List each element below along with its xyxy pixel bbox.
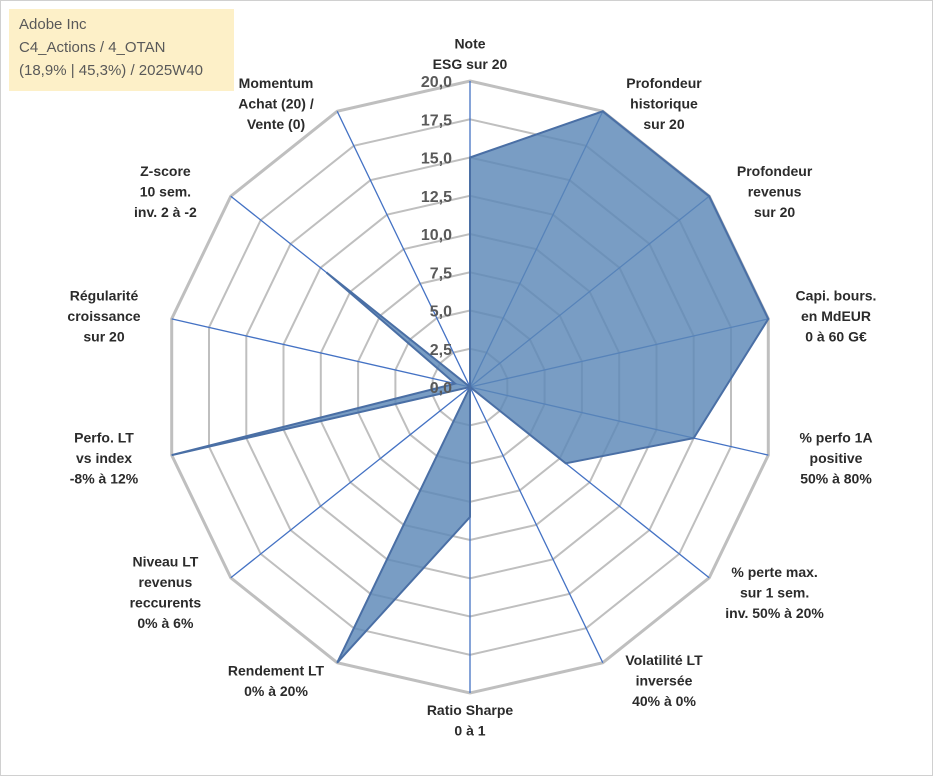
tick-label: 20,0	[421, 74, 452, 91]
axis-label: Volatilité LT inversée 40% à 0%	[625, 652, 703, 709]
axis-label: Note ESG sur 20	[433, 36, 508, 73]
axis-label: Niveau LT revenus reccurents 0% à 6%	[130, 554, 202, 632]
axis-label-line: % perfo 1A	[799, 429, 872, 445]
axis-label-line: Achat (20) /	[238, 96, 314, 112]
axis-label-line: revenus	[139, 574, 193, 590]
axis-label-line: sur 20	[643, 116, 684, 132]
title-box: Adobe Inc C4_Actions / 4_OTAN (18,9% | 4…	[9, 9, 234, 91]
axis-label-line: 50% à 80%	[800, 470, 872, 486]
tick-label: 5,0	[430, 304, 452, 321]
axis-label-line: sur 1 sem.	[740, 584, 809, 600]
axis-label-line: sur 20	[83, 329, 124, 345]
tick-label: 10,0	[421, 227, 452, 244]
axis-label: Régularité croissance sur 20	[67, 288, 140, 345]
axis-label-line: inversée	[636, 673, 693, 689]
tick-label: 2,5	[430, 342, 452, 359]
axis-label-line: revenus	[748, 184, 802, 200]
axis-label: % perfo 1A positive 50% à 80%	[799, 429, 872, 486]
tick-label: 17,5	[421, 112, 452, 129]
axis-label-line: Z-score	[140, 163, 191, 179]
tick-label: 12,5	[421, 189, 452, 206]
axis-label-line: Perfo. LT	[74, 429, 134, 445]
axis-label-line: 40% à 0%	[632, 693, 696, 709]
tick-layer: 0,0 2,5 5,0 7,5 10,0 12,5 15,0 17,5 20,0	[421, 74, 452, 397]
axis-label-line: reccurents	[130, 595, 202, 611]
axis-label-line: 0 à 60 G€	[805, 329, 867, 345]
axis-label-line: Capi. bours.	[796, 288, 877, 304]
tick-label: 0,0	[430, 380, 452, 397]
title-line: Adobe Inc	[19, 13, 234, 36]
axis-label: Profondeur revenus sur 20	[737, 163, 813, 220]
axis-label: Profondeur historique sur 20	[626, 75, 702, 132]
axis-label-line: inv. 2 à -2	[134, 204, 197, 220]
axis-label-line: Profondeur	[626, 75, 702, 91]
axis-label-line: Niveau LT	[132, 554, 198, 570]
axis-label: Perfo. LT vs index -8% à 12%	[70, 429, 139, 486]
axis-label-line: Note	[454, 36, 485, 52]
axis-label-line: % perte max.	[731, 564, 817, 580]
axis-label-line: historique	[630, 96, 698, 112]
axis-label-line: -8% à 12%	[70, 470, 139, 486]
axis-label-line: 0% à 20%	[244, 683, 308, 699]
axis-label-line: en MdEUR	[801, 308, 871, 324]
axis-label-line: Ratio Sharpe	[427, 702, 514, 718]
axis-label-line: Rendement LT	[228, 662, 325, 678]
axis-label: Ratio Sharpe 0 à 1	[427, 702, 514, 739]
axis-label: Capi. bours. en MdEUR 0 à 60 G€	[796, 288, 877, 345]
axis-label-line: 0 à 1	[454, 723, 485, 739]
axis-label-line: Volatilité LT	[625, 652, 703, 668]
axis-label-line: croissance	[67, 308, 140, 324]
axis-label-line: vs index	[76, 450, 132, 466]
axis-label-line: 10 sem.	[140, 184, 191, 200]
axis-label-line: ESG sur 20	[433, 56, 508, 72]
axis-label-line: Vente (0)	[247, 116, 305, 132]
axis-label: Z-score 10 sem. inv. 2 à -2	[134, 163, 197, 220]
axis-label-line: Momentum	[239, 75, 314, 91]
axis-label-line: 0% à 6%	[137, 615, 194, 631]
tick-label: 15,0	[421, 151, 452, 168]
tick-label: 7,5	[430, 265, 452, 282]
axis-label: Momentum Achat (20) / Vente (0)	[238, 75, 314, 132]
axis-label-line: positive	[810, 450, 863, 466]
axis-label-line: Régularité	[70, 288, 139, 304]
axis-label-line: inv. 50% à 20%	[725, 605, 824, 621]
axis-label-line: Profondeur	[737, 163, 813, 179]
axis-label-line: sur 20	[754, 204, 795, 220]
axis-label: % perte max. sur 1 sem. inv. 50% à 20%	[725, 564, 824, 621]
title-line: (18,9% | 45,3%) / 2025W40	[19, 59, 234, 82]
title-line: C4_Actions / 4_OTAN	[19, 36, 234, 59]
axis-label: Rendement LT 0% à 20%	[228, 662, 325, 699]
